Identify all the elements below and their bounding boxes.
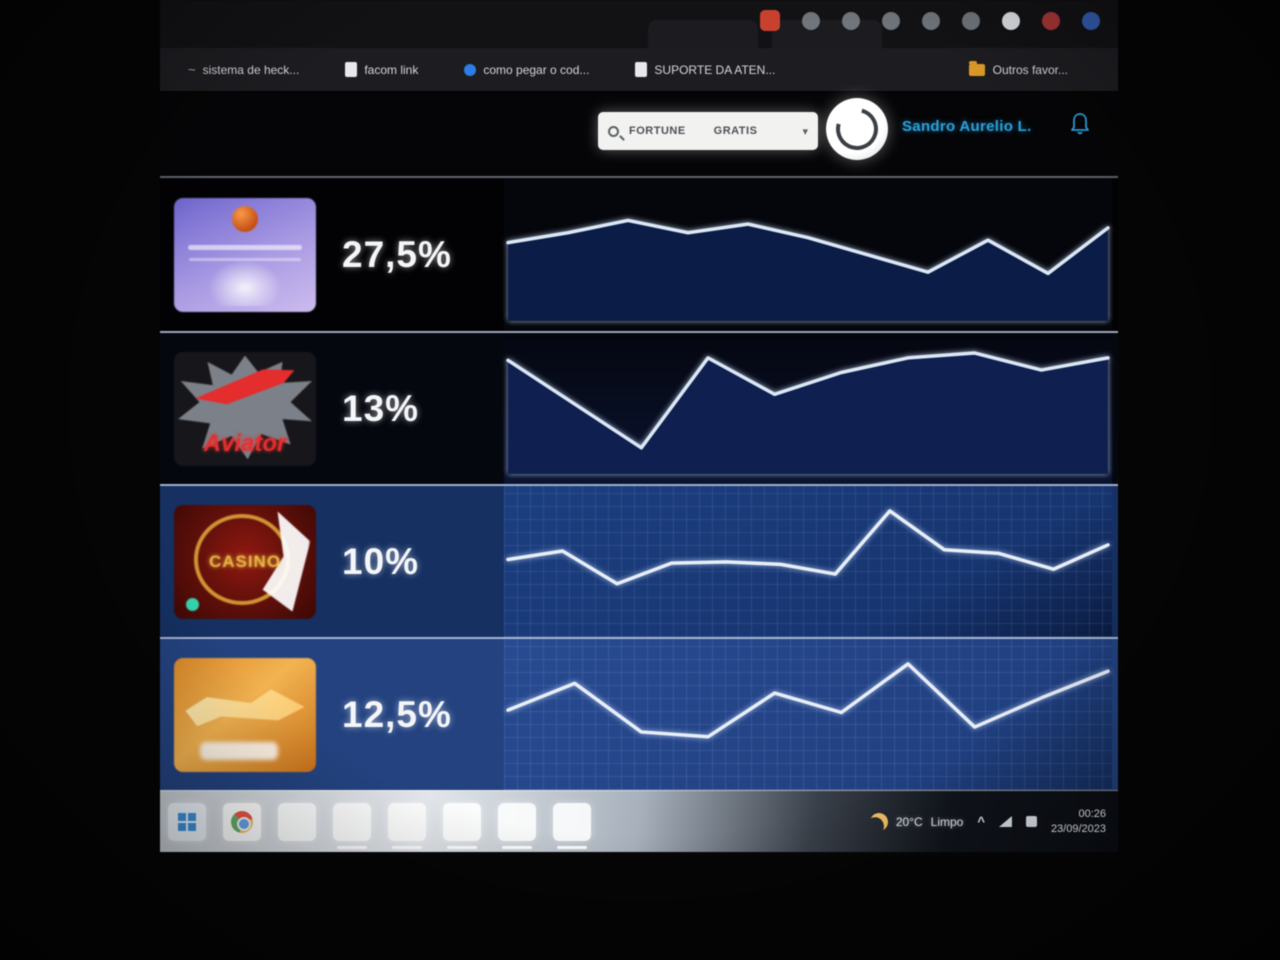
app-icon[interactable] [498,802,536,849]
app-icon[interactable] [443,802,481,849]
extension-icons [760,10,1100,31]
trend-sparkline [504,486,1112,637]
game-row[interactable]: 27,5% [160,178,1118,331]
purple-sports-game-icon [174,197,316,312]
casino-game-icon: CASINO [174,504,316,619]
user-menu[interactable]: Sandro Aurelio L. [902,118,1032,135]
search-value: FORTUNE [629,125,686,137]
bookmark-label: como pegar o cod... [483,62,590,77]
search-input[interactable]: FORTUNE GRATIS ▾ [598,112,818,150]
doc-favicon [345,62,358,77]
taskbar-right: 20°C Limpo ^ 00:26 23/09/2023 [870,807,1106,837]
bookmark-label: sistema de heck... [202,62,300,77]
win-rate-value: 13% [342,387,420,429]
chrome-logo [231,810,253,833]
page-header: FORTUNE GRATIS ▾ Sandro Aurelio L. [160,92,1118,176]
search-value: GRATIS [713,125,758,137]
chevron-down-icon[interactable]: ▾ [802,125,808,138]
weather-condition: Limpo [930,814,964,829]
browser-tab[interactable] [772,20,882,48]
extension-icon[interactable] [1042,11,1060,30]
clock-time: 00:26 [1078,807,1106,820]
doc-favicon [635,62,648,77]
bookmark-label: facom link [364,62,419,77]
app-icon[interactable] [388,802,426,849]
game-row[interactable]: CASINO 10% [160,484,1118,637]
extension-icon[interactable] [802,11,820,30]
browser-window: ~ sistema de heck... facom link como peg… [160,0,1118,856]
folder-icon [968,60,985,76]
bookmarks-bar: ~ sistema de heck... facom link como peg… [160,48,1118,92]
bookmark-item[interactable]: como pegar o cod... [464,63,589,77]
win-rate-value: 12,5% [342,693,452,735]
hidden-icons-chevron[interactable]: ^ [977,814,985,829]
search-icon [608,125,619,137]
extension-icon[interactable] [882,11,900,30]
site-logo[interactable] [826,98,888,160]
extension-icon[interactable] [922,11,940,30]
trend-sparkline [504,333,1112,484]
other-favorites-label: Outros favor... [992,62,1068,77]
bookmark-item[interactable]: ~ sistema de heck... [188,63,299,77]
game-row[interactable]: Aviator 13% [160,331,1118,484]
windows-taskbar: 20°C Limpo ^ 00:26 23/09/2023 [160,790,1118,852]
other-favorites-button[interactable]: Outros favor... [968,60,1068,77]
taskbar-icons [168,802,591,849]
tray-icon[interactable] [1025,816,1037,827]
adblock-extension-icon[interactable] [760,10,780,31]
app-icon[interactable] [278,802,316,841]
bookmark-item[interactable]: SUPORTE DA ATEN... [635,62,775,77]
tab-strip [160,0,1118,48]
taskbar-clock[interactable]: 00:26 23/09/2023 [1051,807,1106,837]
app-icon[interactable] [333,802,371,849]
win-rate-value: 10% [342,540,420,582]
tilde-favicon: ~ [188,62,196,77]
start-button[interactable] [168,802,206,841]
bookmark-label: SUPORTE DA ATEN... [654,62,776,77]
extension-icon[interactable] [1082,11,1100,30]
clock-date: 23/09/2023 [1050,822,1106,835]
weather-widget[interactable]: 20°C Limpo [870,813,964,831]
network-icon[interactable] [998,816,1012,827]
app-icon[interactable] [553,802,591,849]
win-rate-value: 27,5% [342,233,452,275]
game-row[interactable]: 12,5% [160,637,1118,790]
weather-temp: 20°C [895,814,923,829]
game-icon-text: Aviator [203,429,287,457]
trend-sparkline [504,178,1112,331]
moon-icon [868,810,890,832]
browser-tab[interactable] [648,20,758,48]
extension-icon[interactable] [962,11,980,30]
extension-icon[interactable] [842,11,860,30]
blue-dot-favicon [464,63,477,76]
icon-art [188,245,302,251]
games-list: 27,5% Aviator 13% [160,176,1118,790]
orange-slot-game-icon [174,657,316,772]
windows-logo-icon [178,812,196,831]
game-icon-text: CASINO [208,552,282,572]
profile-icon[interactable] [1002,11,1020,30]
bookmark-item[interactable]: facom link [345,62,418,77]
icon-art [186,597,199,611]
trend-sparkline [504,639,1112,790]
chrome-icon[interactable] [223,802,261,841]
aviator-game-icon: Aviator [174,351,316,466]
notifications-bell-icon[interactable] [1068,112,1092,138]
